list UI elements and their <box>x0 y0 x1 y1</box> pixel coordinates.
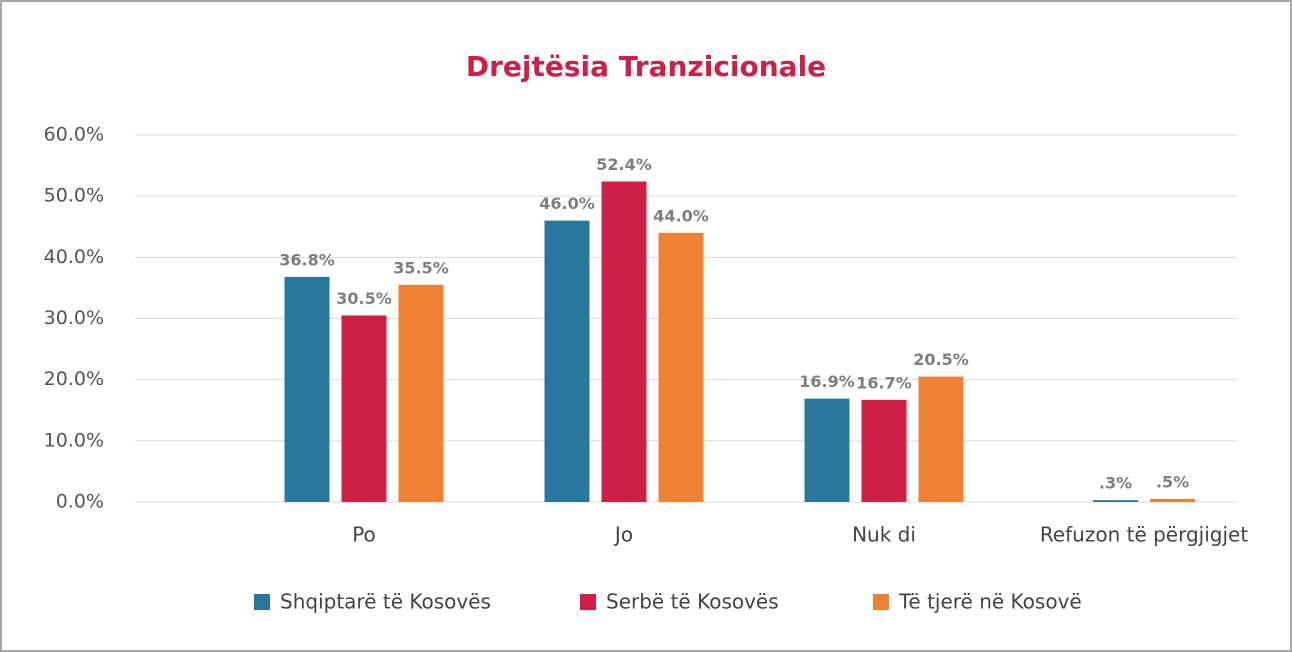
bar <box>804 398 850 502</box>
y-tick-label: 10.0% <box>44 429 104 451</box>
value-label: 16.9% <box>799 372 855 391</box>
y-tick-label: 50.0% <box>44 185 104 207</box>
bar <box>284 276 330 502</box>
legend-label: Të tjerë në Kosovë <box>898 590 1082 614</box>
value-label: 44.0% <box>653 206 709 225</box>
legend-label: Serbë të Kosovës <box>606 590 779 614</box>
y-tick-label: 40.0% <box>44 246 104 268</box>
bar <box>544 220 590 502</box>
x-tick-label: Po <box>352 523 376 547</box>
bar <box>918 376 964 502</box>
x-tick-label: Refuzon të përgjigjet <box>1040 523 1249 547</box>
x-tick-label: Jo <box>613 523 633 547</box>
legend-label: Shqiptarë të Kosovës <box>280 590 491 614</box>
bar <box>398 284 444 502</box>
value-label: 52.4% <box>596 155 652 174</box>
value-label: 46.0% <box>539 194 595 213</box>
value-label: 16.7% <box>856 373 912 392</box>
bar <box>658 232 704 502</box>
value-label: 20.5% <box>913 350 969 369</box>
legend-swatch <box>254 594 270 610</box>
bar <box>341 315 387 502</box>
y-tick-label: 0.0% <box>56 491 104 513</box>
bar <box>861 399 907 502</box>
value-label: 36.8% <box>279 250 335 269</box>
legend-swatch <box>873 594 889 610</box>
bar <box>1150 498 1195 502</box>
value-label: .5% <box>1156 472 1189 491</box>
bar <box>601 181 647 502</box>
value-label: 35.5% <box>393 258 449 277</box>
x-tick-label: Nuk di <box>852 523 916 547</box>
value-label: 30.5% <box>336 289 392 308</box>
y-tick-label: 20.0% <box>44 368 104 390</box>
value-label: .3% <box>1099 474 1132 493</box>
legend-swatch <box>580 594 596 610</box>
bar <box>1093 500 1138 502</box>
chart-title: Drejtësia Tranzicionale <box>466 50 826 83</box>
y-tick-label: 60.0% <box>44 124 104 146</box>
y-tick-label: 30.0% <box>44 307 104 329</box>
